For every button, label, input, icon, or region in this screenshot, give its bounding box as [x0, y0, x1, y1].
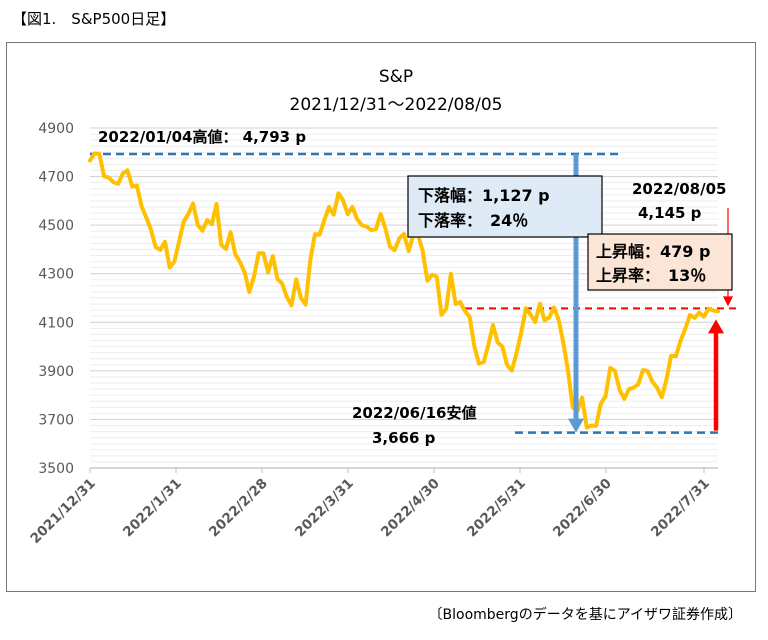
last-pointer-head [723, 296, 733, 307]
y-tick-label: 3500 [38, 461, 74, 477]
rise-box [587, 233, 733, 291]
x-tick-label: 2022/1/31 [120, 476, 185, 541]
reference-lines [90, 152, 738, 434]
source-note: 〔Bloombergのデータを基にアイザワ証券作成〕 [428, 607, 742, 623]
y-tick-label: 3900 [38, 364, 74, 380]
x-axis-ticks: 2021/12/31 2022/1/31 2022/2/28 2022/3/31 202… [27, 468, 713, 547]
x-tick-label: 2022/4/30 [378, 476, 443, 541]
chart-frame [6, 42, 756, 592]
x-tick-label: 2022/6/30 [550, 476, 615, 541]
decline-amount: 下落幅：1,127 p [418, 186, 550, 205]
x-tick-label: 2022/3/31 [292, 476, 357, 541]
decline-rate: 下落率： 24％ [418, 211, 528, 230]
last-value-label: 4,145 p [638, 204, 702, 222]
rise-arrow-head [708, 319, 724, 334]
high-label: 2022/01/04高値： 4,793 p [98, 128, 306, 146]
low-value-label: 3,666 p [372, 429, 436, 447]
chart-subtitle: 2021/12/31～2022/08/05 [290, 95, 503, 115]
y-tick-label: 3700 [38, 412, 74, 428]
rise-rate: 上昇率： 13％ [596, 266, 706, 285]
y-tick-label: 4100 [38, 315, 74, 331]
y-tick-label: 4300 [38, 267, 74, 283]
chart-title: S&P [379, 67, 413, 87]
y-tick-label: 4500 [38, 218, 74, 234]
decline-arrow-head [568, 418, 584, 433]
last-date-label: 2022/08/05 [632, 180, 726, 198]
x-tick-label: 2022/2/28 [206, 476, 271, 541]
y-tick-label: 4900 [38, 121, 74, 137]
decline-box [407, 175, 603, 238]
series-line [88, 151, 720, 430]
low-date-label: 2022/06/16安値 [352, 404, 476, 422]
x-tick-label: 2022/7/31 [648, 476, 713, 541]
figure-caption: 【図1. S&P500日足】 [12, 10, 176, 28]
x-tick-label: 2022/5/31 [464, 476, 529, 541]
rise-amount: 上昇幅：479 p [596, 242, 710, 261]
y-tick-label: 4700 [38, 170, 74, 186]
x-tick-label: 2021/12/31 [27, 476, 98, 547]
y-axis-ticks: 3500 3700 3900 4100 4300 4500 4700 4900 [38, 121, 74, 477]
